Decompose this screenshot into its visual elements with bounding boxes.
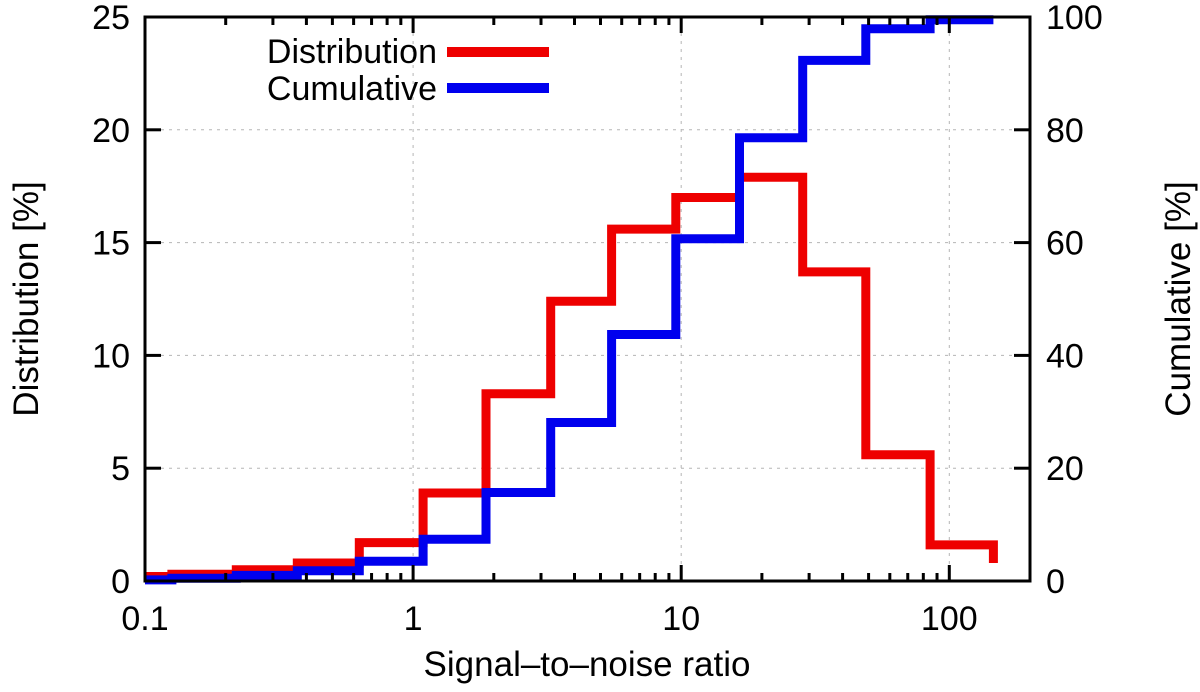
legend: Distribution Cumulative [267,33,549,108]
y-right-tick-label: 0 [1046,563,1065,601]
frame-layer [143,15,1032,583]
grid-layer [145,17,1030,581]
y-right-tick-label: 60 [1046,225,1084,263]
y-axis-left-title: Distribution [%] [7,181,46,416]
y-axis-right-title: Cumulative [%] [1159,181,1198,416]
y-left-tick-label: 5 [111,450,130,488]
y-right-tick-label: 80 [1046,112,1084,150]
x-tick-label: 10 [662,600,700,638]
legend-label-cumulative: Cumulative [267,70,437,108]
y-left-tick-label: 15 [92,225,130,263]
y-right-tick-label: 40 [1046,337,1084,375]
y-left-tick-label: 0 [111,563,130,601]
curve-layer [145,15,998,585]
cumulative-curve [145,15,994,585]
y-left-tick-label: 25 [92,0,130,37]
legend-label-distribution: Distribution [267,33,437,71]
x-axis-title: Signal–to–noise ratio [424,645,751,684]
y-left-tick-label: 20 [92,112,130,150]
plot-border [143,15,1032,583]
distribution-curve [145,172,998,581]
tick-label-layer: 0.1 1 10 100 0 5 10 15 20 25 0 20 40 60 80 100 [92,0,1103,638]
y-right-tick-label: 20 [1046,450,1084,488]
y-right-tick-label: 100 [1046,0,1103,37]
y-left-tick-label: 10 [92,337,130,375]
x-tick-label: 1 [404,600,423,638]
x-tick-label: 0.1 [121,600,168,638]
x-tick-label: 100 [921,600,978,638]
